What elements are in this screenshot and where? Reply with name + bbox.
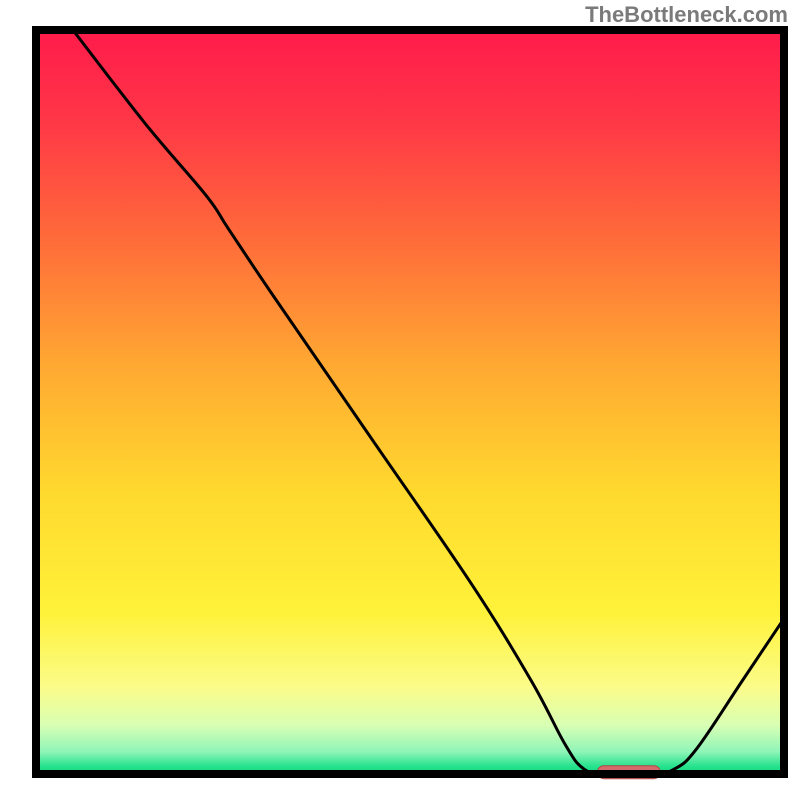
- chart-container: TheBottleneck.com: [0, 0, 800, 800]
- optimum-marker: [597, 765, 661, 779]
- gradient-background: [32, 26, 788, 778]
- watermark-text: TheBottleneck.com: [585, 2, 788, 28]
- plot-area: [32, 26, 788, 778]
